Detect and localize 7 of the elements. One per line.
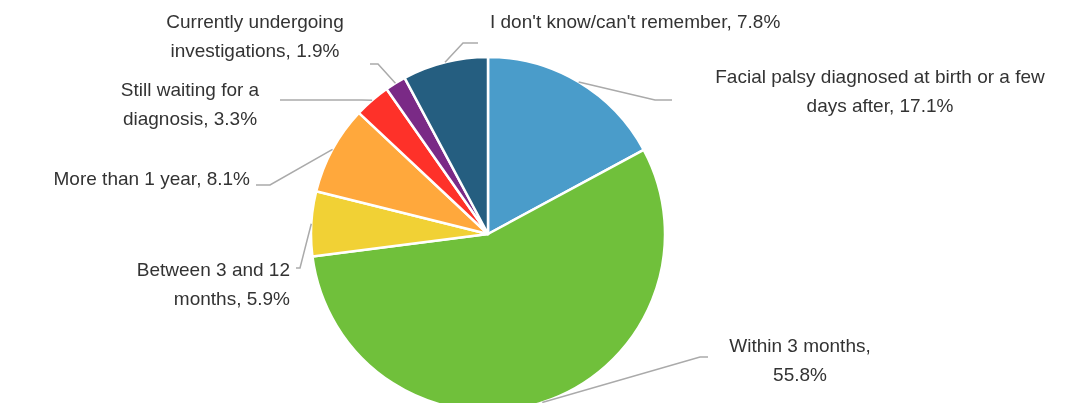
slice-label: Still waiting for a diagnosis, 3.3% — [120, 79, 260, 129]
slice-label: Within 3 months, 55.8% — [729, 335, 871, 385]
slice-label: Facial palsy diagnosed at birth or a few days after, 17.1% — [715, 66, 1046, 116]
slice-label: I don't know/can't remember, 7.8% — [490, 11, 781, 32]
slice-label: Currently undergoing investigations, 1.9% — [166, 11, 344, 61]
slice-label: More than 1 year, 8.1% — [53, 168, 251, 189]
slice-label: Between 3 and 12 months, 5.9% — [136, 259, 291, 309]
